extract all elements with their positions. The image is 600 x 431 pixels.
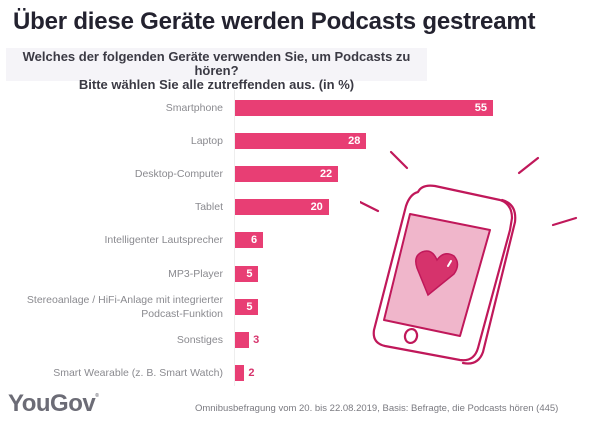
category-label-line: Stereoanlage / HiFi-Anlage mit integrier… [26,293,223,306]
logo-text: YouGov [8,390,96,417]
category-label: Sonstiges [0,333,223,347]
phone-edge [461,198,517,365]
chart-title: Über diese Geräte werden Podcasts gestre… [13,8,536,35]
data-label: 5 [246,300,253,313]
bar [235,331,250,348]
category-label-line: MP3-Player [168,267,223,280]
ray-1 [389,150,409,170]
phone-outer [372,184,514,362]
subtitle-box [6,48,427,81]
data-label: 22 [319,168,333,181]
chart-subtitle: Welches der folgenden Geräte verwenden S… [6,50,427,92]
bar [235,232,264,249]
heart-icon [415,250,459,297]
subtitle-line-2: Bitte wählen Sie alle zutreffenden aus. … [78,77,355,92]
category-label-line: Laptop [190,135,223,148]
yougov-logo: YouGov® [8,390,99,418]
category-label: Stereoanlage / HiFi-Anlage mit integrier… [0,293,223,321]
category-label: Desktop-Computer [0,167,223,181]
category-label-line: Smart Wearable (z. B. Smart Watch) [53,366,223,379]
category-label-line: Tablet [194,201,223,214]
bar [235,166,339,183]
ray-2 [517,156,540,175]
bar [235,199,329,216]
data-label: 20 [310,201,323,214]
data-label: 5 [246,267,253,280]
category-label: Smart Wearable (z. B. Smart Watch) [0,366,223,380]
bar [235,100,493,116]
category-label-line: Desktop-Computer [134,168,223,181]
data-label: 3 [253,333,260,346]
bar [235,265,259,282]
category-label: Tablet [0,200,223,214]
bar [235,364,245,381]
logo-registered-mark: ® [95,393,99,399]
data-label: 28 [348,135,361,148]
data-label: 55 [474,102,487,114]
home-button [403,327,419,345]
category-label: Laptop [0,134,223,148]
ray-4 [360,200,380,213]
category-label: Intelligenter Lautsprecher [0,233,224,247]
y-axis-line [234,90,235,386]
data-label: 2 [248,366,255,379]
ray-3 [551,216,578,227]
footnote: Omnibusbefragung vom 20. bis 22.08.2019,… [195,403,559,414]
category-label-line: Intelligenter Lautsprecher [104,234,224,247]
bar [235,133,367,150]
category-label-line: Podcast-Funktion [141,307,223,320]
category-label-line: Smartphone [165,102,223,114]
subtitle-line-1: Welches der folgenden Geräte verwenden S… [22,49,411,78]
category-label: MP3-Player [0,267,223,281]
smartphone-with-heart-icon [360,150,578,365]
bar [235,298,259,315]
data-label: 6 [251,234,258,247]
category-label: Smartphone [0,101,223,115]
category-label-line: Sonstiges [176,333,223,346]
heart-highlight [447,260,452,267]
